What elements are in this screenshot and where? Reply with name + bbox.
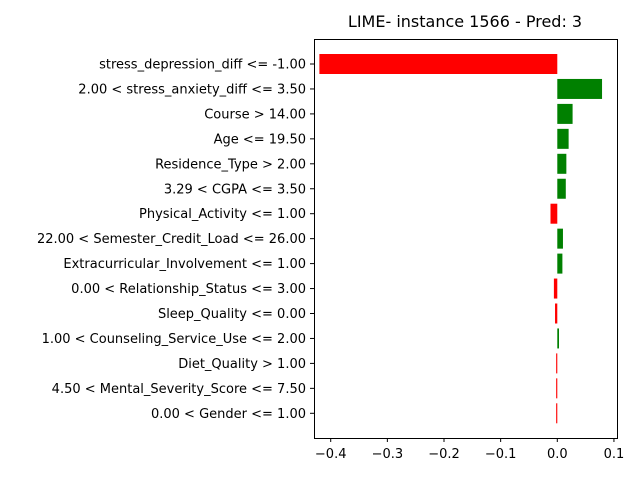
- y-tick-label-3: Age <= 19.50: [214, 132, 306, 147]
- y-tick-label-14: 0.00 < Gender <= 1.00: [151, 407, 306, 422]
- y-tick-label-0: stress_depression_diff <= -1.00: [99, 58, 306, 73]
- bar-11: [557, 328, 559, 349]
- bar-6: [550, 203, 558, 224]
- y-tick-label-11: 1.00 < Counseling_Service_Use <= 2.00: [42, 332, 306, 347]
- x-axis-ticks: −0.4 −0.3 −0.2 −0.1 0.0 0.1: [315, 438, 624, 462]
- bar-0: [319, 54, 558, 74]
- bar-1: [557, 78, 603, 99]
- y-tick-label-13: 4.50 < Mental_Severity_Score <= 7.50: [52, 382, 306, 397]
- bar-14: [556, 403, 558, 424]
- x-tick-label-2: −0.2: [428, 447, 460, 462]
- bar-7: [557, 228, 563, 249]
- x-tick-label-3: −0.1: [485, 447, 517, 462]
- y-tick-label-8: Extracurricular_Involvement <= 1.00: [63, 257, 306, 272]
- y-tick-label-9: 0.00 < Relationship_Status <= 3.00: [71, 282, 306, 297]
- x-tick-label-1: −0.3: [372, 447, 404, 462]
- bar-8: [557, 253, 563, 274]
- y-tick-label-2: Course > 14.00: [204, 107, 306, 122]
- x-tick-label-5: 0.1: [604, 447, 625, 462]
- y-tick-label-1: 2.00 < stress_anxiety_diff <= 3.50: [78, 82, 306, 97]
- y-tick-label-7: 22.00 < Semester_Credit_Load <= 26.00: [37, 232, 306, 247]
- bar-2: [557, 103, 573, 124]
- bar-9: [553, 278, 558, 299]
- axes-frame: [314, 39, 618, 439]
- y-axis-ticks: stress_depression_diff <= -1.00 2.00 < st…: [37, 58, 314, 422]
- bar-13: [556, 378, 558, 399]
- y-tick-label-10: Sleep_Quality <= 0.00: [158, 307, 306, 322]
- bar-5: [557, 178, 566, 199]
- y-tick-label-4: Residence_Type > 2.00: [155, 157, 306, 172]
- y-tick-label-6: Physical_Activity <= 1.00: [139, 207, 306, 222]
- bar-3: [557, 128, 569, 149]
- chart-title: LIME- instance 1566 - Pred: 3: [348, 12, 582, 31]
- bar-12: [556, 353, 558, 374]
- x-tick-label-4: 0.0: [547, 447, 568, 462]
- bars-group: [319, 54, 603, 424]
- bar-4: [557, 153, 567, 174]
- x-tick-label-0: −0.4: [315, 447, 347, 462]
- bar-10: [555, 303, 558, 324]
- y-tick-label-12: Diet_Quality > 1.00: [178, 357, 306, 372]
- y-tick-label-5: 3.29 < CGPA <= 3.50: [164, 182, 306, 197]
